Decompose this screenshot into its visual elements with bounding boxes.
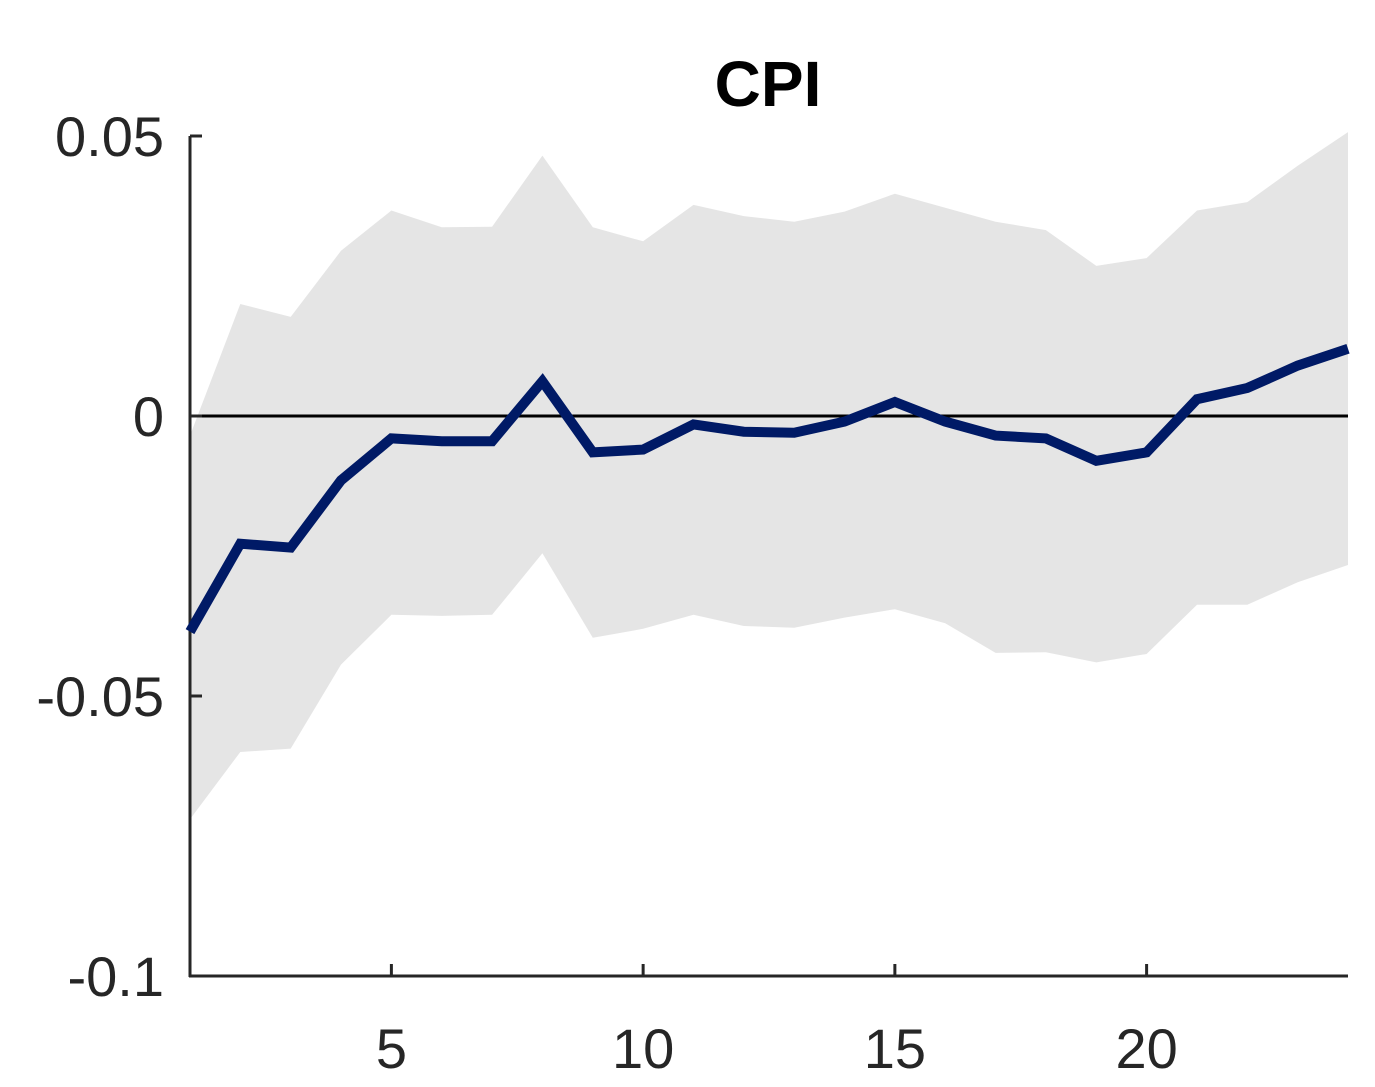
y-tick-label: -0.05 [36,665,164,728]
y-tick-label: 0.05 [55,105,164,168]
chart-title: CPI [715,48,822,120]
estimate-line [185,344,1350,635]
y-tick-label: 0 [133,385,164,448]
y-tick-label: -0.1 [68,945,165,1008]
confidence-band [190,132,1348,820]
x-tick-label: 10 [612,1017,674,1080]
plot-area: 0.05 0 -0.05 -0.1 5 10 15 20 [36,105,1350,1080]
x-tick-label: 20 [1115,1017,1177,1080]
x-tick-label: 15 [864,1017,926,1080]
x-tick-label: 5 [376,1017,407,1080]
